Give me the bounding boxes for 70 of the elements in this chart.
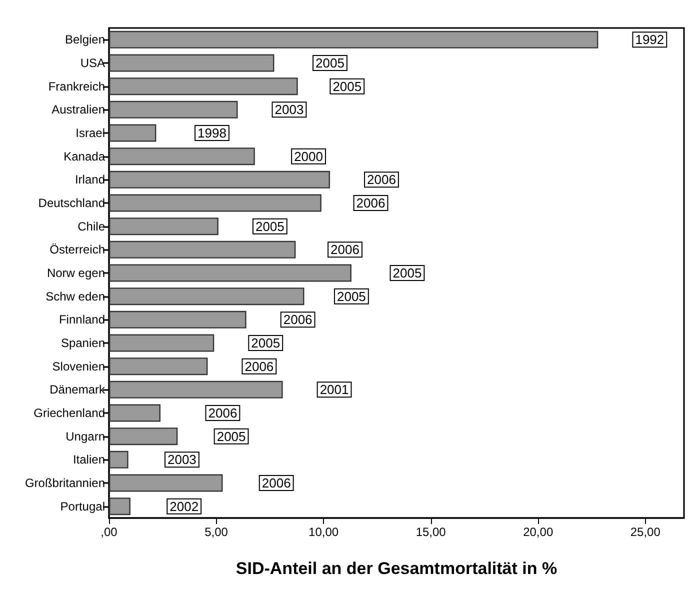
bar (109, 474, 223, 492)
annotation: 2001 (320, 382, 349, 398)
y-tick-label: Großbritannien (24, 476, 105, 490)
y-tick-label: Australien (52, 102, 105, 117)
bar (109, 428, 178, 446)
annotation: 2006 (330, 242, 360, 258)
bar (109, 218, 218, 236)
y-tick-label: Slovenien (52, 359, 105, 374)
y-tick-label: Israel (76, 126, 105, 140)
annotation: 2005 (316, 56, 344, 70)
annotation: 2003 (274, 102, 304, 118)
bar (109, 78, 298, 96)
bar (109, 148, 255, 166)
y-tick-label: Belgien (64, 32, 105, 47)
annotation: 1998 (198, 126, 226, 140)
annotation: 2003 (167, 452, 196, 468)
bar (109, 264, 352, 282)
annotation: 2006 (356, 196, 386, 210)
y-tick-label: Frankreich (48, 79, 105, 94)
bar (109, 334, 214, 352)
y-tick-label: Spanien (60, 336, 105, 350)
annotation: 2005 (251, 336, 280, 350)
annotation: 2006 (208, 406, 238, 420)
annotation: 2002 (170, 498, 199, 514)
bar (109, 194, 322, 212)
y-tick-label: Portugal (60, 499, 105, 514)
y-tick-label: USA (80, 56, 105, 70)
bar (109, 404, 160, 422)
annotation: 2005 (332, 78, 362, 94)
annotation: 2005 (216, 428, 246, 444)
annotation: 2005 (336, 288, 366, 304)
bar (109, 124, 156, 142)
x-tick-label: 25,00 (630, 525, 661, 539)
y-tick-label: Finnland (58, 312, 105, 327)
x-tick-label: 15,00 (416, 525, 446, 539)
y-tick-label: Ungarn (66, 429, 105, 444)
bar (109, 310, 246, 328)
bar (109, 288, 304, 306)
annotation: 1992 (635, 32, 664, 48)
bar (109, 380, 283, 398)
y-tick-label: Italien (72, 452, 105, 467)
y-tick-label: Norw egen (46, 266, 105, 280)
x-tick-label: 10,00 (308, 525, 339, 539)
annotation: 2005 (392, 266, 422, 280)
bar (109, 100, 238, 118)
annotation: 2006 (262, 476, 291, 490)
y-tick-label: Deutschland (38, 196, 105, 210)
x-tick-label: 5,00 (204, 525, 228, 539)
annotation: 2005 (255, 218, 284, 234)
y-tick-label: Schw eden (46, 289, 105, 304)
bar (109, 54, 274, 72)
y-tick-label: Kanada (64, 149, 106, 164)
y-tick-label: Griechenland (34, 406, 105, 420)
bar (109, 240, 296, 258)
y-tick-label: Österreich (50, 242, 105, 257)
x-tick-label: ,00 (100, 525, 118, 539)
bar (109, 498, 130, 516)
x-tick-label: 20,00 (523, 525, 554, 539)
bar (109, 358, 208, 376)
bar (109, 170, 330, 188)
annotation: 2006 (367, 172, 396, 188)
y-tick-label: Dänemark (50, 382, 106, 397)
annotation: 2006 (244, 358, 274, 374)
x-axis-title: SID-Anteil an der Gesamtmortalität in % (236, 559, 558, 578)
bar (109, 450, 128, 468)
annotation: 2006 (283, 312, 312, 328)
bar (109, 30, 598, 48)
y-tick-label: Irland (74, 172, 105, 187)
y-tick-label: Chile (78, 219, 106, 234)
annotation: 2000 (294, 148, 323, 164)
